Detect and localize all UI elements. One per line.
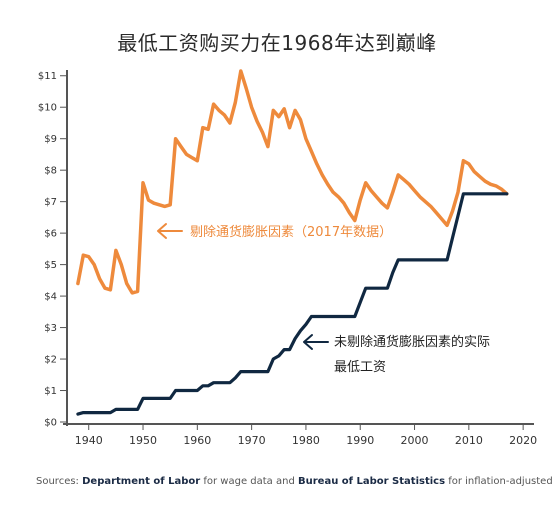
adjusted-arrow-icon xyxy=(157,223,183,239)
x-tick-label: 1960 xyxy=(183,434,211,447)
nominal-annotation: 未剔除通货膨胀因素的实际 最低工资 xyxy=(303,334,490,375)
adjusted-annotation: 剔除通货膨胀因素（2017年数据） xyxy=(157,223,392,240)
y-tick-label: $5 xyxy=(44,260,57,271)
y-tick-label: $4 xyxy=(44,292,57,303)
nominal-series-label-line2: 最低工资 xyxy=(334,360,386,375)
y-tick-label: $2 xyxy=(44,355,57,366)
y-tick-label: $8 xyxy=(44,166,57,177)
chart-title: 最低工资购买力在1968年达到巅峰 xyxy=(117,31,437,55)
x-axis-ticks: 1940 1950 1960 1970 1980 1990 2000 2010 2020 xyxy=(75,424,537,447)
y-tick-label: $10 xyxy=(38,103,57,114)
nominal-arrow-icon xyxy=(303,334,329,350)
source-prefix: Sources: xyxy=(36,476,83,487)
y-tick-label: $9 xyxy=(44,134,57,145)
adjusted-wage-line xyxy=(76,69,509,295)
y-tick-label: $6 xyxy=(44,229,57,240)
source-dol-link[interactable]: Department of Labor xyxy=(82,476,201,487)
x-tick-label: 2000 xyxy=(401,434,429,447)
x-tick-label: 1980 xyxy=(292,434,320,447)
x-tick-label: 1940 xyxy=(75,434,103,447)
y-tick-label: $11 xyxy=(38,71,57,82)
nominal-wage-line xyxy=(76,192,509,416)
x-tick-label: 1970 xyxy=(238,434,266,447)
x-tick-label: 1990 xyxy=(346,434,374,447)
source-bls-link[interactable]: Bureau of Labor Statistics xyxy=(297,476,446,487)
x-tick-label: 2010 xyxy=(455,434,483,447)
x-tick-label: 1950 xyxy=(129,434,157,447)
chart-axes xyxy=(63,70,534,426)
y-axis-ticks: $0 $1 $2 $3 $4 $5 $6 $7 $8 $9 $10 $11 xyxy=(38,71,67,429)
y-tick-label: $3 xyxy=(44,323,57,334)
source-suffix: for inflation-adjusted data xyxy=(448,476,554,487)
adjusted-series-label: 剔除通货膨胀因素（2017年数据） xyxy=(190,224,392,240)
source-note: Sources: Department of Labor for wage da… xyxy=(36,476,554,487)
y-tick-label: $1 xyxy=(44,386,57,397)
source-mid: for wage data and xyxy=(200,476,298,487)
y-tick-label: $7 xyxy=(44,197,57,208)
y-tick-label: $0 xyxy=(44,418,57,429)
chart-series xyxy=(76,69,509,416)
nominal-series-label-line1: 未剔除通货膨胀因素的实际 xyxy=(334,334,490,350)
x-tick-label: 2020 xyxy=(509,434,537,447)
